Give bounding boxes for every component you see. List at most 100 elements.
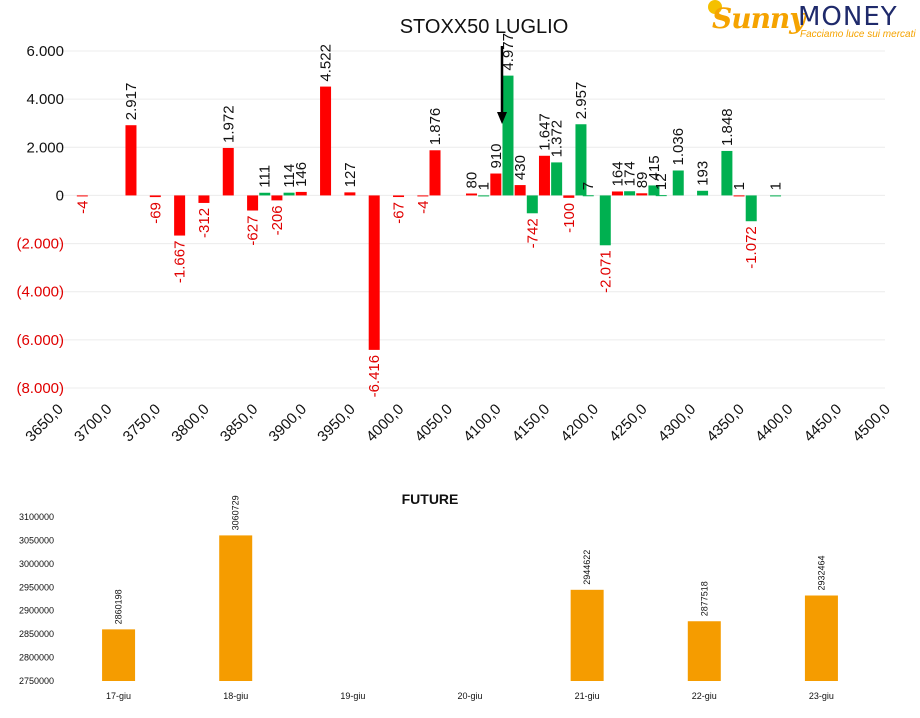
logo-tagline: Facciamo luce sui mercati	[800, 29, 916, 40]
data-label: -2.071	[597, 250, 614, 293]
y-tick-label: (6.000)	[16, 332, 64, 349]
x-tick-label: 3950,0	[314, 401, 358, 445]
x-tick-label: 4150,0	[509, 401, 553, 445]
future-data-label: 2944622	[582, 550, 592, 585]
x-tick-label: 4450,0	[801, 401, 845, 445]
options-chart: STOXX50 LUGLIO 6.000 4.000 2.000 0 (2.000) (4…	[16, 16, 893, 445]
data-label: 114	[281, 164, 298, 188]
x-tick-label: 4100,0	[460, 401, 504, 445]
bar	[745, 195, 757, 222]
data-label: 1	[731, 182, 748, 190]
data-label: 1.647	[536, 113, 553, 151]
bar	[770, 195, 782, 197]
y-tick-label: (4.000)	[16, 284, 64, 301]
future-x-tick-label: 17-giu	[106, 691, 131, 701]
future-y-tick-label: 2800000	[19, 653, 54, 663]
future-data-label: 2932464	[816, 555, 826, 590]
data-label: -1.072	[743, 226, 760, 269]
future-x-tick-label: 19-giu	[340, 691, 365, 701]
bar	[198, 195, 210, 203]
bar	[721, 150, 733, 196]
future-bar	[804, 595, 838, 681]
data-label: 415	[646, 155, 663, 180]
future-bar	[570, 589, 604, 681]
data-label: -312	[196, 208, 213, 238]
data-label: 174	[622, 161, 639, 186]
data-label: 1	[476, 182, 493, 190]
bar	[393, 195, 405, 198]
y-tick-label: 0	[56, 187, 64, 204]
data-label: 2.957	[573, 82, 590, 120]
future-x-tick-label: 22-giu	[692, 691, 717, 701]
bar	[672, 170, 684, 196]
bar	[611, 191, 623, 196]
future-y-tick-label: 3000000	[19, 559, 54, 569]
future-y-tick-label: 3100000	[19, 512, 54, 522]
bar	[149, 195, 161, 198]
x-tick-label: 4400,0	[752, 401, 796, 445]
future-data-label: 2860198	[114, 589, 124, 624]
logo-brand-left: Sunny	[712, 2, 806, 35]
future-data-label: 2877518	[699, 581, 709, 616]
bar	[490, 173, 502, 196]
future-x-tick-label: 20-giu	[457, 691, 482, 701]
data-label: 430	[512, 155, 529, 180]
bar	[599, 195, 611, 246]
data-label: 111	[257, 165, 274, 188]
data-label: -1.667	[172, 241, 189, 284]
bar	[514, 185, 526, 196]
bar	[429, 150, 441, 196]
bar	[563, 195, 575, 198]
data-label: 7	[580, 182, 597, 190]
bar	[344, 192, 356, 196]
bar	[368, 195, 380, 350]
future-x-tick-label: 23-giu	[809, 691, 834, 701]
x-tick-label: 4000,0	[363, 401, 407, 445]
x-tick-label: 3750,0	[120, 401, 164, 445]
bar	[655, 195, 667, 197]
x-tick-label: 4200,0	[557, 401, 601, 445]
chart-title: STOXX50 LUGLIO	[400, 16, 569, 38]
bar	[417, 195, 429, 197]
x-tick-label: 3800,0	[168, 401, 212, 445]
bar	[295, 191, 307, 196]
x-tick-label: 3650,0	[22, 401, 66, 445]
data-label: 193	[695, 161, 712, 186]
y-axis-ticks: 6.000 4.000 2.000 0 (2.000) (4.000) (6.000) (8.…	[16, 43, 64, 397]
data-label: -206	[269, 205, 286, 235]
data-label: -100	[561, 203, 578, 233]
future-x-tick-label: 18-giu	[223, 691, 248, 701]
grid-lines	[58, 50, 885, 389]
sun-icon	[708, 0, 722, 14]
bar	[551, 162, 563, 196]
x-axis-ticks: 3650,0 3700,0 3750,0 3800,0 3850,0 3900,0 3950…	[22, 401, 893, 445]
bar	[76, 195, 88, 197]
future-y-tick-label: 2900000	[19, 606, 54, 616]
bar	[478, 195, 490, 197]
future-data-label: 3060729	[231, 495, 241, 530]
data-label: 4.522	[318, 44, 335, 82]
bar	[174, 195, 186, 236]
data-label: 12	[653, 173, 670, 190]
data-label: 89	[634, 172, 651, 189]
future-y-tick-label: 2750000	[19, 676, 54, 686]
bar	[582, 195, 594, 197]
data-label: 127	[342, 162, 359, 187]
future-bar	[219, 535, 253, 681]
data-label: 1.972	[220, 105, 237, 143]
bar	[271, 195, 283, 201]
future-y-axis-ticks: 3100000 3050000 3000000 2950000 2900000 28500…	[19, 512, 54, 686]
data-label: 4.977	[500, 33, 517, 71]
logo-brand-right: MONEY	[798, 2, 898, 32]
data-label: -627	[245, 216, 262, 246]
bar	[733, 195, 745, 197]
bar	[320, 86, 332, 196]
x-tick-label: 3850,0	[217, 401, 261, 445]
bar	[283, 192, 295, 196]
data-label: 2.917	[123, 83, 140, 121]
bar	[526, 195, 538, 214]
bar	[575, 124, 587, 196]
future-bar	[687, 621, 721, 681]
bar	[648, 185, 660, 196]
arrow-head	[497, 112, 507, 124]
